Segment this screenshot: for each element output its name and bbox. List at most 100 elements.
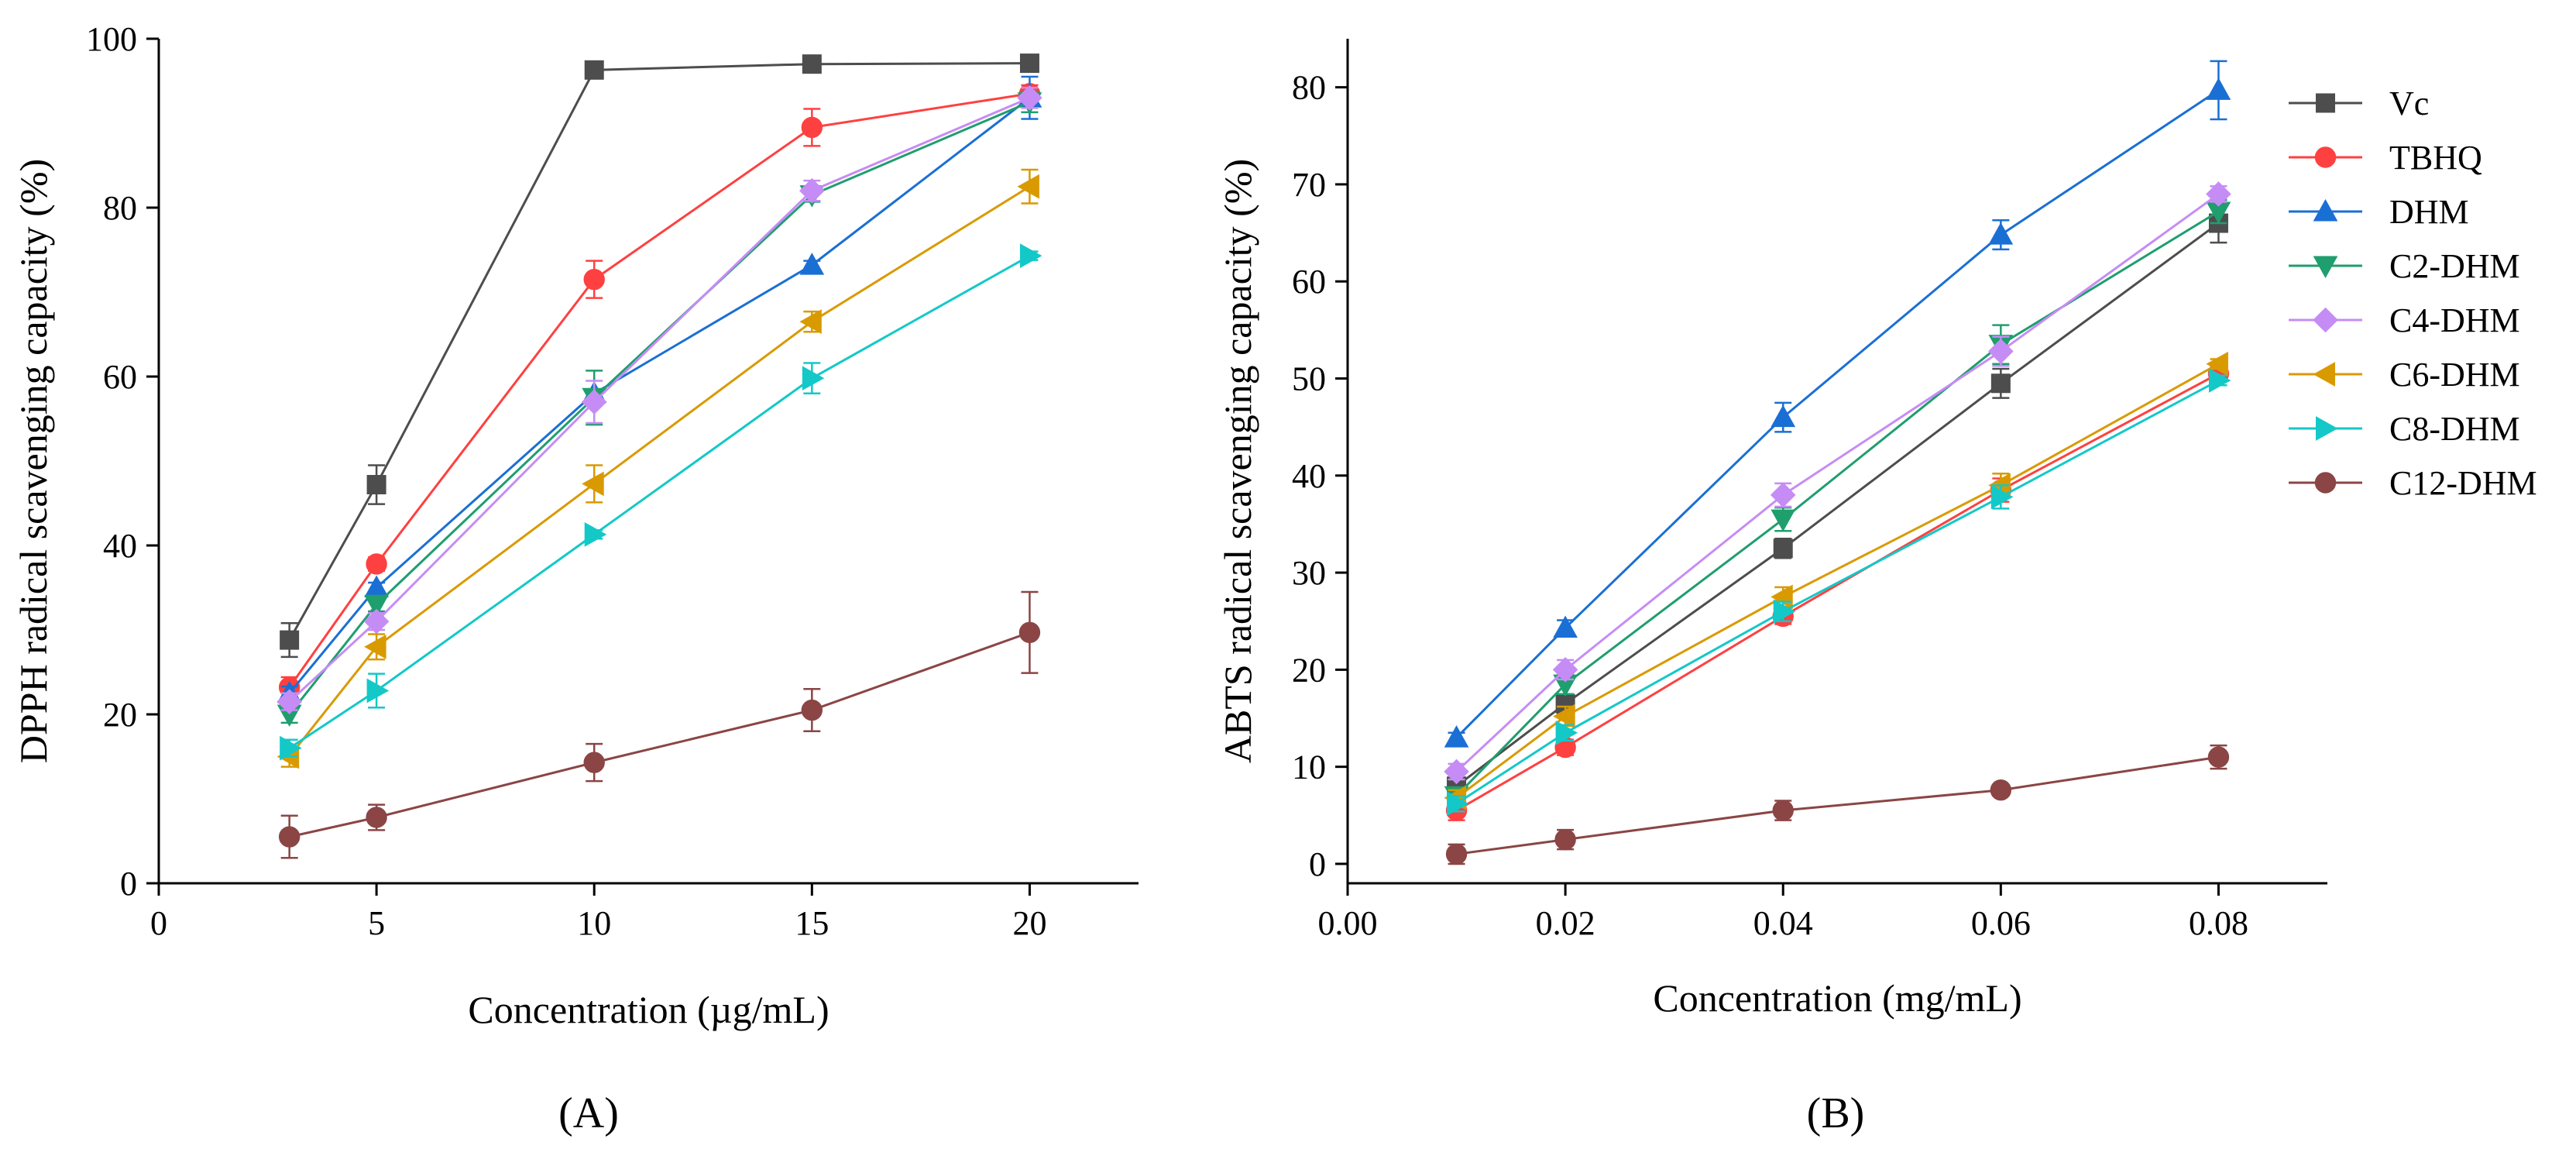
- y-tick-label: 60: [103, 358, 137, 396]
- data-point: [1772, 800, 1794, 821]
- data-point: [1988, 339, 2014, 364]
- y-tick-label: 40: [1292, 457, 1326, 495]
- legend-label: C12-DHM: [2389, 464, 2537, 502]
- x-tick-label: 0.08: [2189, 904, 2248, 942]
- data-point: [801, 699, 823, 721]
- data-point: [1773, 599, 1796, 624]
- data-point: [2207, 746, 2230, 768]
- y-tick-label: 100: [86, 20, 137, 58]
- y-tick-label: 20: [1292, 651, 1326, 689]
- series-line: [288, 96, 1031, 703]
- x-tick-label: 10: [577, 904, 611, 942]
- data-point: [1555, 720, 1578, 745]
- x-axis-title: Concentration (µg/mL): [468, 988, 829, 1031]
- series-c4-dhm: [1444, 181, 2231, 785]
- legend-marker: [2314, 146, 2337, 168]
- data-point: [276, 689, 302, 714]
- series-c2-dhm: [276, 91, 1042, 728]
- chart-panel-a: 0 5 10 15 20 0 20 40 60 80 100 Concentration (µg/mL…: [12, 20, 1139, 1137]
- data-point: [1019, 243, 1042, 268]
- data-point: [1771, 509, 1796, 532]
- legend-label: C6-DHM: [2389, 356, 2520, 394]
- data-point: [366, 553, 387, 575]
- legend-marker: [2313, 362, 2335, 387]
- data-point: [1553, 704, 1575, 729]
- data-point: [1553, 615, 1578, 638]
- chart-panel-b: 0.00 0.02 0.04 0.06 0.08 0 10 20 30 40 50 60 70 80 Con…: [1216, 39, 2327, 1137]
- data-point: [1017, 84, 1042, 111]
- data-point: [366, 678, 390, 704]
- legend-label: C4-DHM: [2389, 301, 2520, 339]
- x-tick-label: 0.02: [1536, 904, 1595, 942]
- data-point: [1445, 843, 1468, 865]
- y-tick-label: 20: [103, 696, 137, 734]
- data-point: [1770, 482, 1796, 508]
- data-point: [583, 752, 605, 773]
- data-point: [2208, 368, 2231, 393]
- x-tick-label: 0.06: [1971, 904, 2031, 942]
- data-point: [1771, 404, 1796, 428]
- data-point: [1990, 373, 2011, 394]
- legend-marker: [2314, 472, 2337, 494]
- series-dhm: [276, 75, 1042, 704]
- x-tick-label: 0.04: [1753, 904, 1813, 942]
- legend-label: C8-DHM: [2389, 410, 2520, 448]
- data-point: [1444, 725, 1469, 748]
- data-point: [799, 177, 825, 204]
- data-point: [1018, 621, 1041, 643]
- data-point: [364, 634, 386, 659]
- data-point: [1017, 174, 1039, 199]
- legend: Vc TBHQ DHM C2-DHM C4-DHM C6-DHM C8-DHM C12-DHM: [2289, 84, 2537, 502]
- x-tick-label: 5: [368, 904, 385, 942]
- y-tick-label: 80: [103, 189, 137, 227]
- data-point: [1444, 759, 1469, 785]
- data-point: [2206, 77, 2231, 100]
- data-point: [583, 268, 605, 291]
- data-point: [366, 807, 387, 828]
- legend-label: DHM: [2389, 193, 2469, 231]
- data-point: [1990, 779, 2012, 801]
- series-c8-dhm: [280, 243, 1042, 761]
- y-axis-title: DPPH radical scavenging capacity (%): [12, 159, 55, 763]
- legend-marker: [2313, 307, 2338, 333]
- series-c12-dhm: [1445, 744, 2230, 865]
- data-point: [1988, 222, 2014, 245]
- series-c6-dhm: [276, 168, 1039, 769]
- y-tick-label: 10: [1292, 748, 1326, 786]
- y-tick-label: 70: [1292, 166, 1326, 204]
- data-point: [799, 253, 825, 275]
- legend-marker: [2316, 416, 2338, 441]
- data-point: [1554, 828, 1576, 851]
- data-point: [581, 389, 607, 415]
- x-axis-title: Concentration (mg/mL): [1653, 976, 2021, 1020]
- data-point: [280, 735, 302, 761]
- data-point: [799, 309, 822, 334]
- panel-label: (B): [1807, 1089, 1865, 1137]
- series-dhm: [1444, 60, 2231, 748]
- x-tick-label: 0: [150, 904, 167, 942]
- data-point: [1552, 657, 1578, 683]
- legend-marker: [2313, 256, 2338, 279]
- legend-label: Vc: [2389, 84, 2429, 122]
- y-tick-label: 80: [1292, 69, 1326, 107]
- series-c12-dhm: [278, 590, 1041, 859]
- data-point: [1990, 484, 2014, 510]
- data-point: [801, 116, 823, 139]
- series-line: [1455, 89, 2220, 739]
- y-tick-label: 40: [103, 527, 137, 565]
- series-line: [288, 254, 1031, 749]
- series-vc: [280, 53, 1039, 659]
- series-tbhq: [1445, 363, 2230, 821]
- data-point: [582, 471, 604, 497]
- series-c8-dhm: [1447, 368, 2231, 817]
- x-tick-label: 20: [1012, 904, 1046, 942]
- x-tick-label: 0.00: [1318, 904, 1378, 942]
- data-point: [1447, 791, 1469, 817]
- series-line: [289, 631, 1030, 838]
- y-tick-label: 0: [1309, 845, 1326, 883]
- y-tick-label: 30: [1292, 554, 1326, 592]
- series-c4-dhm: [276, 84, 1042, 714]
- data-point: [2206, 351, 2228, 377]
- series-line: [288, 101, 1031, 715]
- y-tick-label: 50: [1292, 360, 1326, 398]
